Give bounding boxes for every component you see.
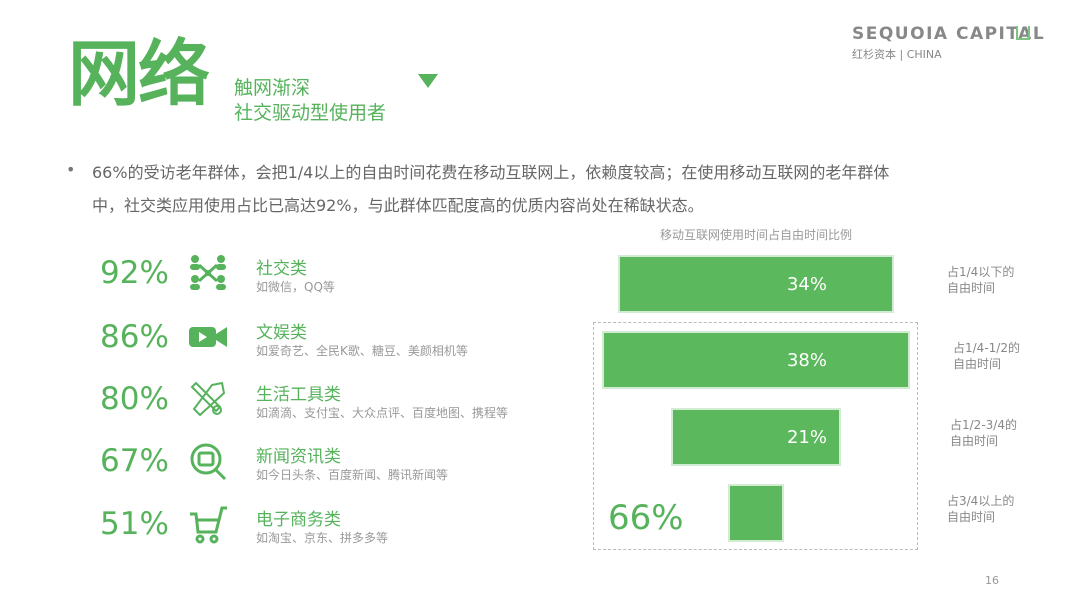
category-label: 占3/4以上的 自由时间 [947, 493, 1014, 525]
news-search-icon [188, 441, 228, 481]
category-label-line: 占1/2-3/4的 [950, 418, 1017, 432]
category-label-line: 自由时间 [953, 357, 1002, 371]
category-percent: 51% [100, 506, 169, 542]
group-annotation: 66% [608, 498, 684, 538]
logo-name: SEQUOIA CAPITAL [852, 24, 1046, 44]
category-label-line: 自由时间 [950, 434, 999, 448]
category-label-line: 占1/4以下的 [947, 265, 1015, 279]
logo-mark-icon [1016, 26, 1030, 40]
category-name: 社交类 [256, 259, 307, 279]
bar-label: 34% [786, 273, 827, 295]
subtitle-line-1: 触网渐深 [234, 77, 311, 99]
funnel-bar: 21% [670, 408, 842, 466]
group-dashed-box [593, 322, 918, 550]
category-name: 文娱类 [256, 323, 307, 343]
category-percent: 86% [100, 319, 169, 355]
category-examples: 如微信，QQ等 [256, 280, 335, 294]
category-percent: 67% [100, 443, 169, 479]
category-label-line: 自由时间 [947, 281, 996, 295]
funnel-bar: 38% [602, 331, 910, 389]
funnel-bar: 34% [618, 255, 894, 313]
page-title: 网络 [68, 32, 210, 116]
people-network-icon [188, 253, 228, 293]
funnel-bar [727, 484, 785, 542]
shopping-cart-icon [188, 504, 228, 544]
summary-line-2: 中，社交类应用使用占比已高达92%，与此群体匹配度高的优质内容尚处在稀缺状态。 [92, 196, 704, 215]
category-label: 占1/2-3/4的 自由时间 [950, 417, 1017, 449]
category-name: 新闻资讯类 [256, 447, 341, 467]
category-examples: 如滴滴、支付宝、大众点评、百度地图、携程等 [256, 406, 509, 420]
bullet-dot: • [66, 160, 76, 179]
category-percent: 92% [100, 255, 169, 291]
page-number: 16 [985, 574, 999, 587]
bar-label: 21% [786, 426, 827, 448]
category-label-line: 自由时间 [947, 510, 996, 524]
chart-title: 移动互联网使用时间占自由时间比例 [660, 228, 853, 242]
triangle-down-icon [418, 74, 438, 88]
category-examples: 如爱奇艺、全民K歌、糖豆、美颜相机等 [256, 344, 468, 358]
category-name: 电子商务类 [256, 510, 341, 530]
subtitle-line-2: 社交驱动型使用者 [234, 102, 387, 124]
category-label-line: 占1/4-1/2的 [953, 341, 1020, 355]
category-percent: 80% [100, 381, 169, 417]
category-label: 占1/4以下的 自由时间 [947, 264, 1014, 296]
bar-label: 38% [786, 349, 827, 371]
tools-icon [188, 379, 228, 419]
video-camera-icon [188, 317, 228, 357]
category-examples: 如淘宝、京东、拼多多等 [256, 531, 389, 545]
category-label-line: 占3/4以上的 [947, 494, 1015, 508]
logo-sub: 红杉资本 | CHINA [852, 48, 942, 61]
category-examples: 如今日头条、百度新闻、腾讯新闻等 [256, 468, 449, 482]
category-name: 生活工具类 [256, 385, 341, 405]
category-label: 占1/4-1/2的 自由时间 [953, 340, 1020, 372]
summary-line-1: 66%的受访老年群体，会把1/4以上的自由时间花费在移动互联网上，依赖度较高；在… [92, 163, 890, 182]
